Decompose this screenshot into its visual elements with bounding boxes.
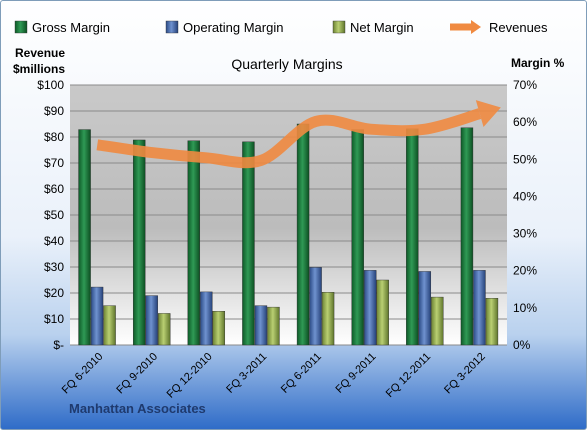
net-margin-bar: [157, 313, 171, 346]
chart-title: Quarterly Margins: [231, 56, 342, 72]
gross-margin-bar: [351, 129, 364, 346]
net-margin-bar: [376, 279, 389, 346]
category-label: FQ 12-2010: [165, 351, 215, 401]
operating-margin-bar: [309, 267, 322, 346]
left-tick-label: $100: [37, 78, 64, 92]
legend-operating-margin-label: Operating Margin: [183, 20, 283, 35]
left-axis-label-line2: $millions: [13, 62, 65, 76]
gross-margin-bar: [242, 141, 255, 346]
gross-margin-bar: [187, 140, 201, 346]
right-tick-label: 0%: [513, 338, 531, 352]
net-margin-bar: [321, 292, 335, 346]
right-tick-label: 20%: [513, 264, 537, 278]
right-tick-label: 40%: [513, 189, 537, 203]
operating-margin-bar: [363, 270, 377, 346]
net-margin-bar: [431, 296, 444, 346]
category-label: FQ 9-2010: [114, 351, 160, 397]
right-tick-label: 70%: [513, 78, 537, 92]
company-label: Manhattan Associates: [69, 401, 206, 416]
left-tick-label: $10: [44, 312, 64, 326]
category-label: FQ 9-2011: [333, 351, 378, 396]
operating-margin-bar: [418, 271, 432, 346]
gross-margin-bar: [296, 123, 310, 346]
operating-margin-bar: [90, 286, 104, 346]
left-tick-label: $20: [44, 286, 64, 300]
left-tick-label: $-: [53, 338, 64, 352]
category-label: FQ 3-2011: [224, 351, 269, 396]
right-tick-label: 60%: [513, 115, 537, 129]
left-axis-label-line1: Revenue: [15, 46, 65, 60]
gross-margin-bar: [78, 129, 91, 346]
left-tick-label: $80: [44, 130, 64, 144]
net-margin-bar: [485, 298, 499, 346]
left-tick-label: $90: [44, 104, 64, 118]
left-tick-label: $70: [44, 156, 64, 170]
category-label: FQ 12-2011: [384, 351, 433, 400]
category-label: FQ 6-2011: [279, 351, 324, 396]
category-label: FQ 3-2012: [442, 351, 488, 397]
operating-margin-bar: [200, 291, 213, 346]
right-axis-label: Margin %: [511, 56, 565, 70]
operating-margin-bar: [145, 295, 158, 346]
left-tick-label: $50: [44, 208, 64, 222]
legend-revenues-label: Revenues: [489, 20, 548, 35]
legend-gross-margin-label: Gross Margin: [32, 20, 110, 35]
net-margin-bar: [103, 305, 116, 346]
operating-margin-bar: [254, 305, 268, 346]
legend-gross-margin-swatch: [14, 20, 28, 34]
revenues-line: [96, 108, 482, 169]
legend-operating-margin-swatch: [165, 20, 179, 34]
left-tick-label: $60: [44, 182, 64, 196]
gross-margin-bar: [460, 127, 474, 346]
revenues-arrowhead: [475, 100, 501, 128]
left-tick-label: $30: [44, 260, 64, 274]
gross-margin-bar: [132, 139, 146, 346]
gross-margin-bar: [406, 128, 419, 346]
legend-net-margin-swatch: [332, 20, 346, 34]
right-tick-label: 50%: [513, 152, 537, 166]
right-tick-label: 10%: [513, 301, 537, 315]
legend-revenues-arrow: [471, 20, 481, 34]
left-tick-label: $40: [44, 234, 64, 248]
operating-margin-bar: [473, 270, 486, 346]
legend-net-margin-label: Net Margin: [350, 20, 414, 35]
net-margin-bar: [212, 311, 226, 346]
net-margin-bar: [267, 306, 280, 346]
right-tick-label: 30%: [513, 227, 537, 241]
category-label: FQ 6-2010: [60, 351, 106, 397]
